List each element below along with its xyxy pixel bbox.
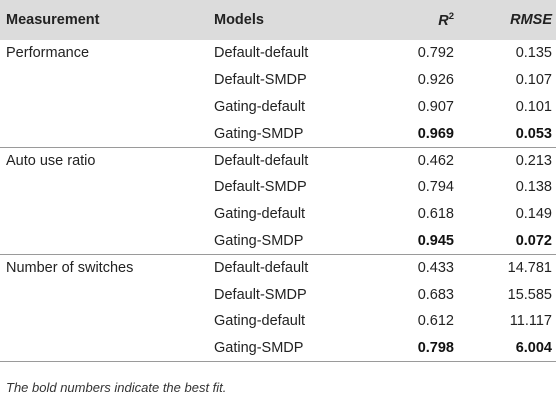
r2-cell: 0.612 bbox=[417, 313, 454, 330]
table-row: Default-SMDP 0.683 15.585 bbox=[0, 281, 556, 308]
measurement-cell-empty bbox=[0, 67, 210, 94]
rmse-cell: 0.101 bbox=[515, 98, 552, 115]
measurement-cell-empty bbox=[0, 281, 210, 308]
header-rmse: RMSE bbox=[510, 12, 552, 28]
table-row: Gating-default 0.618 0.149 bbox=[0, 201, 556, 228]
measurement-cell: Performance bbox=[6, 45, 90, 62]
rmse-cell-best: 6.004 bbox=[515, 339, 552, 356]
table-header: Measurement Models R2 RMSE bbox=[0, 0, 556, 40]
model-cell: Gating-SMDP bbox=[214, 125, 304, 142]
results-table: Measurement Models R2 RMSE Performance D… bbox=[0, 0, 556, 362]
rmse-cell: 15.585 bbox=[507, 286, 552, 303]
rmse-cell: 0.107 bbox=[515, 72, 552, 89]
model-cell: Gating-SMDP bbox=[214, 232, 304, 249]
header-models: Models bbox=[214, 12, 264, 28]
rmse-cell: 0.135 bbox=[515, 45, 552, 62]
measurement-cell-empty bbox=[0, 335, 210, 362]
model-cell: Default-SMDP bbox=[214, 72, 307, 89]
measurement-cell-empty bbox=[0, 174, 210, 201]
rmse-cell: 0.213 bbox=[515, 152, 552, 169]
measurement-cell-empty bbox=[0, 308, 210, 335]
group-auto-use-ratio: Auto use ratio Default-default 0.462 0.2… bbox=[0, 147, 556, 255]
results-table-container: Measurement Models R2 RMSE Performance D… bbox=[0, 0, 556, 362]
model-cell: Default-default bbox=[214, 45, 309, 62]
model-cell: Gating-default bbox=[214, 206, 306, 223]
table-row: Gating-default 0.907 0.101 bbox=[0, 94, 556, 121]
group-number-of-switches: Number of switches Default-default 0.433… bbox=[0, 254, 556, 362]
r2-cell: 0.794 bbox=[417, 179, 454, 196]
r2-cell-best: 0.798 bbox=[417, 339, 454, 356]
rmse-cell-best: 0.072 bbox=[515, 232, 552, 249]
table-row-best: Gating-SMDP 0.798 6.004 bbox=[0, 335, 556, 362]
model-cell: Default-SMDP bbox=[214, 286, 307, 303]
table-row: Default-SMDP 0.926 0.107 bbox=[0, 67, 556, 94]
measurement-cell-empty bbox=[0, 120, 210, 147]
measurement-cell-empty bbox=[0, 94, 210, 121]
rmse-cell: 0.149 bbox=[515, 206, 552, 223]
table-row: Auto use ratio Default-default 0.462 0.2… bbox=[0, 147, 556, 174]
measurement-cell: Number of switches bbox=[6, 260, 134, 277]
header-r2-base: R bbox=[438, 13, 449, 29]
measurement-cell-empty bbox=[0, 201, 210, 228]
r2-cell-best: 0.945 bbox=[417, 232, 454, 249]
r2-cell: 0.683 bbox=[417, 286, 454, 303]
model-cell: Default-default bbox=[214, 152, 309, 169]
model-cell: Gating-SMDP bbox=[214, 339, 304, 356]
header-row: Measurement Models R2 RMSE bbox=[0, 0, 556, 40]
header-r2-superscript: 2 bbox=[448, 11, 454, 22]
rmse-cell: 11.117 bbox=[509, 313, 552, 330]
model-cell: Default-SMDP bbox=[214, 179, 307, 196]
rmse-cell: 0.138 bbox=[515, 179, 552, 196]
table-row: Default-SMDP 0.794 0.138 bbox=[0, 174, 556, 201]
header-r2: R2 bbox=[360, 0, 463, 40]
measurement-cell: Auto use ratio bbox=[6, 152, 96, 169]
measurement-cell-empty bbox=[0, 228, 210, 255]
rmse-cell: 14.781 bbox=[507, 260, 552, 277]
table-row-best: Gating-SMDP 0.969 0.053 bbox=[0, 120, 556, 147]
r2-cell: 0.433 bbox=[417, 260, 454, 277]
r2-cell: 0.792 bbox=[417, 45, 454, 62]
r2-cell: 0.926 bbox=[417, 72, 454, 89]
model-cell: Gating-default bbox=[214, 98, 306, 115]
header-measurement: Measurement bbox=[6, 12, 100, 28]
r2-cell: 0.618 bbox=[417, 206, 454, 223]
model-cell: Default-default bbox=[214, 260, 309, 277]
group-performance: Performance Default-default 0.792 0.135 … bbox=[0, 40, 556, 148]
table-row: Performance Default-default 0.792 0.135 bbox=[0, 40, 556, 67]
r2-cell-best: 0.969 bbox=[417, 125, 454, 142]
model-cell: Gating-default bbox=[214, 313, 306, 330]
table-footnote: The bold numbers indicate the best fit. bbox=[6, 380, 227, 395]
table-row: Gating-default 0.612 11.117 bbox=[0, 308, 556, 335]
table-row-best: Gating-SMDP 0.945 0.072 bbox=[0, 228, 556, 255]
r2-cell: 0.907 bbox=[417, 98, 454, 115]
rmse-cell-best: 0.053 bbox=[515, 125, 552, 142]
r2-cell: 0.462 bbox=[417, 152, 454, 169]
table-row: Number of switches Default-default 0.433… bbox=[0, 254, 556, 281]
